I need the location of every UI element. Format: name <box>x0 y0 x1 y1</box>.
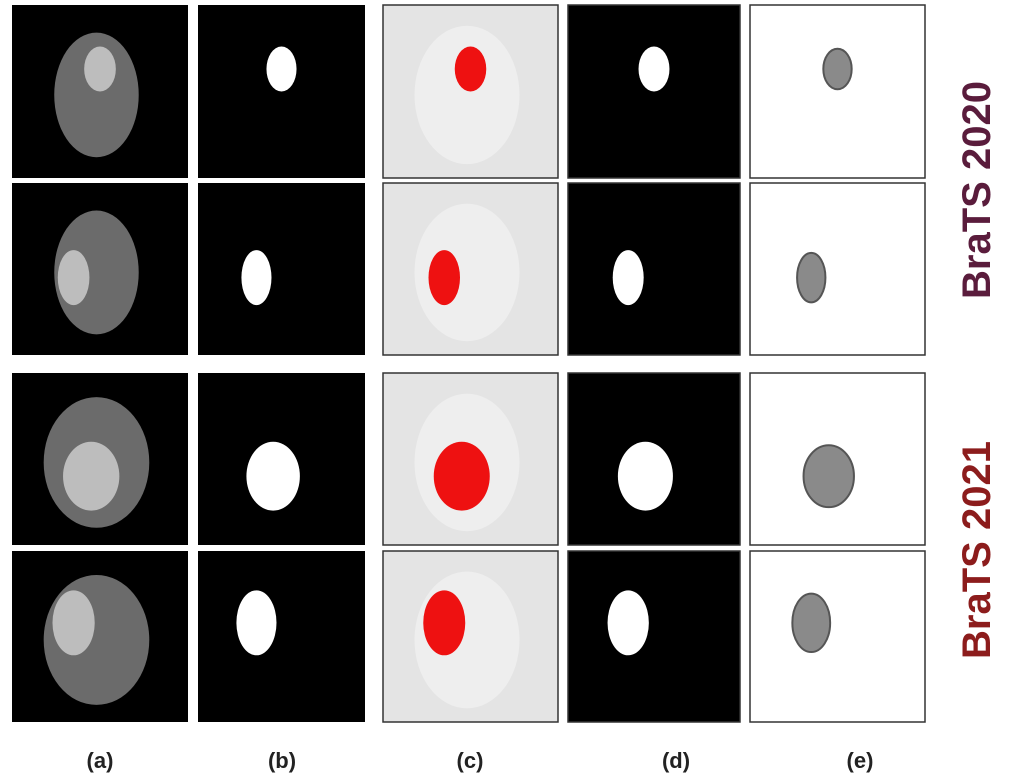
figure: (a) (b) (c) (d) (e) BraTS 2020 BraTS 202… <box>0 0 1014 784</box>
lesion <box>639 47 670 92</box>
image-grid <box>12 5 925 722</box>
lesion <box>434 442 490 511</box>
lesion <box>429 250 461 305</box>
image-tile <box>198 551 365 722</box>
lesion <box>241 250 271 305</box>
lesion <box>618 442 673 511</box>
column-label: (b) <box>268 748 296 773</box>
lesion <box>613 250 644 305</box>
image-tile <box>750 5 925 178</box>
image-tile <box>198 183 365 355</box>
image-tile <box>750 551 925 722</box>
lesion <box>52 590 94 655</box>
lesion <box>236 590 276 655</box>
lesion <box>63 442 119 511</box>
column-label: (e) <box>847 748 874 773</box>
brain <box>415 26 520 164</box>
image-tile <box>750 183 925 355</box>
lesion <box>84 47 116 92</box>
lesion <box>804 445 854 507</box>
column-label: (d) <box>662 748 690 773</box>
column-label: (a) <box>87 748 114 773</box>
lesion <box>608 590 649 655</box>
lesion <box>246 442 299 511</box>
column-label: (c) <box>457 748 484 773</box>
lesion <box>58 250 90 305</box>
lesion <box>792 594 830 652</box>
lesion <box>797 253 825 303</box>
lesion <box>455 47 487 92</box>
group-label: BraTS 2020 <box>955 81 999 299</box>
image-tile <box>568 551 740 722</box>
lesion <box>423 590 465 655</box>
lesion <box>266 47 296 92</box>
image-tile <box>568 183 740 355</box>
group-label: BraTS 2021 <box>955 441 999 659</box>
lesion <box>823 49 851 89</box>
